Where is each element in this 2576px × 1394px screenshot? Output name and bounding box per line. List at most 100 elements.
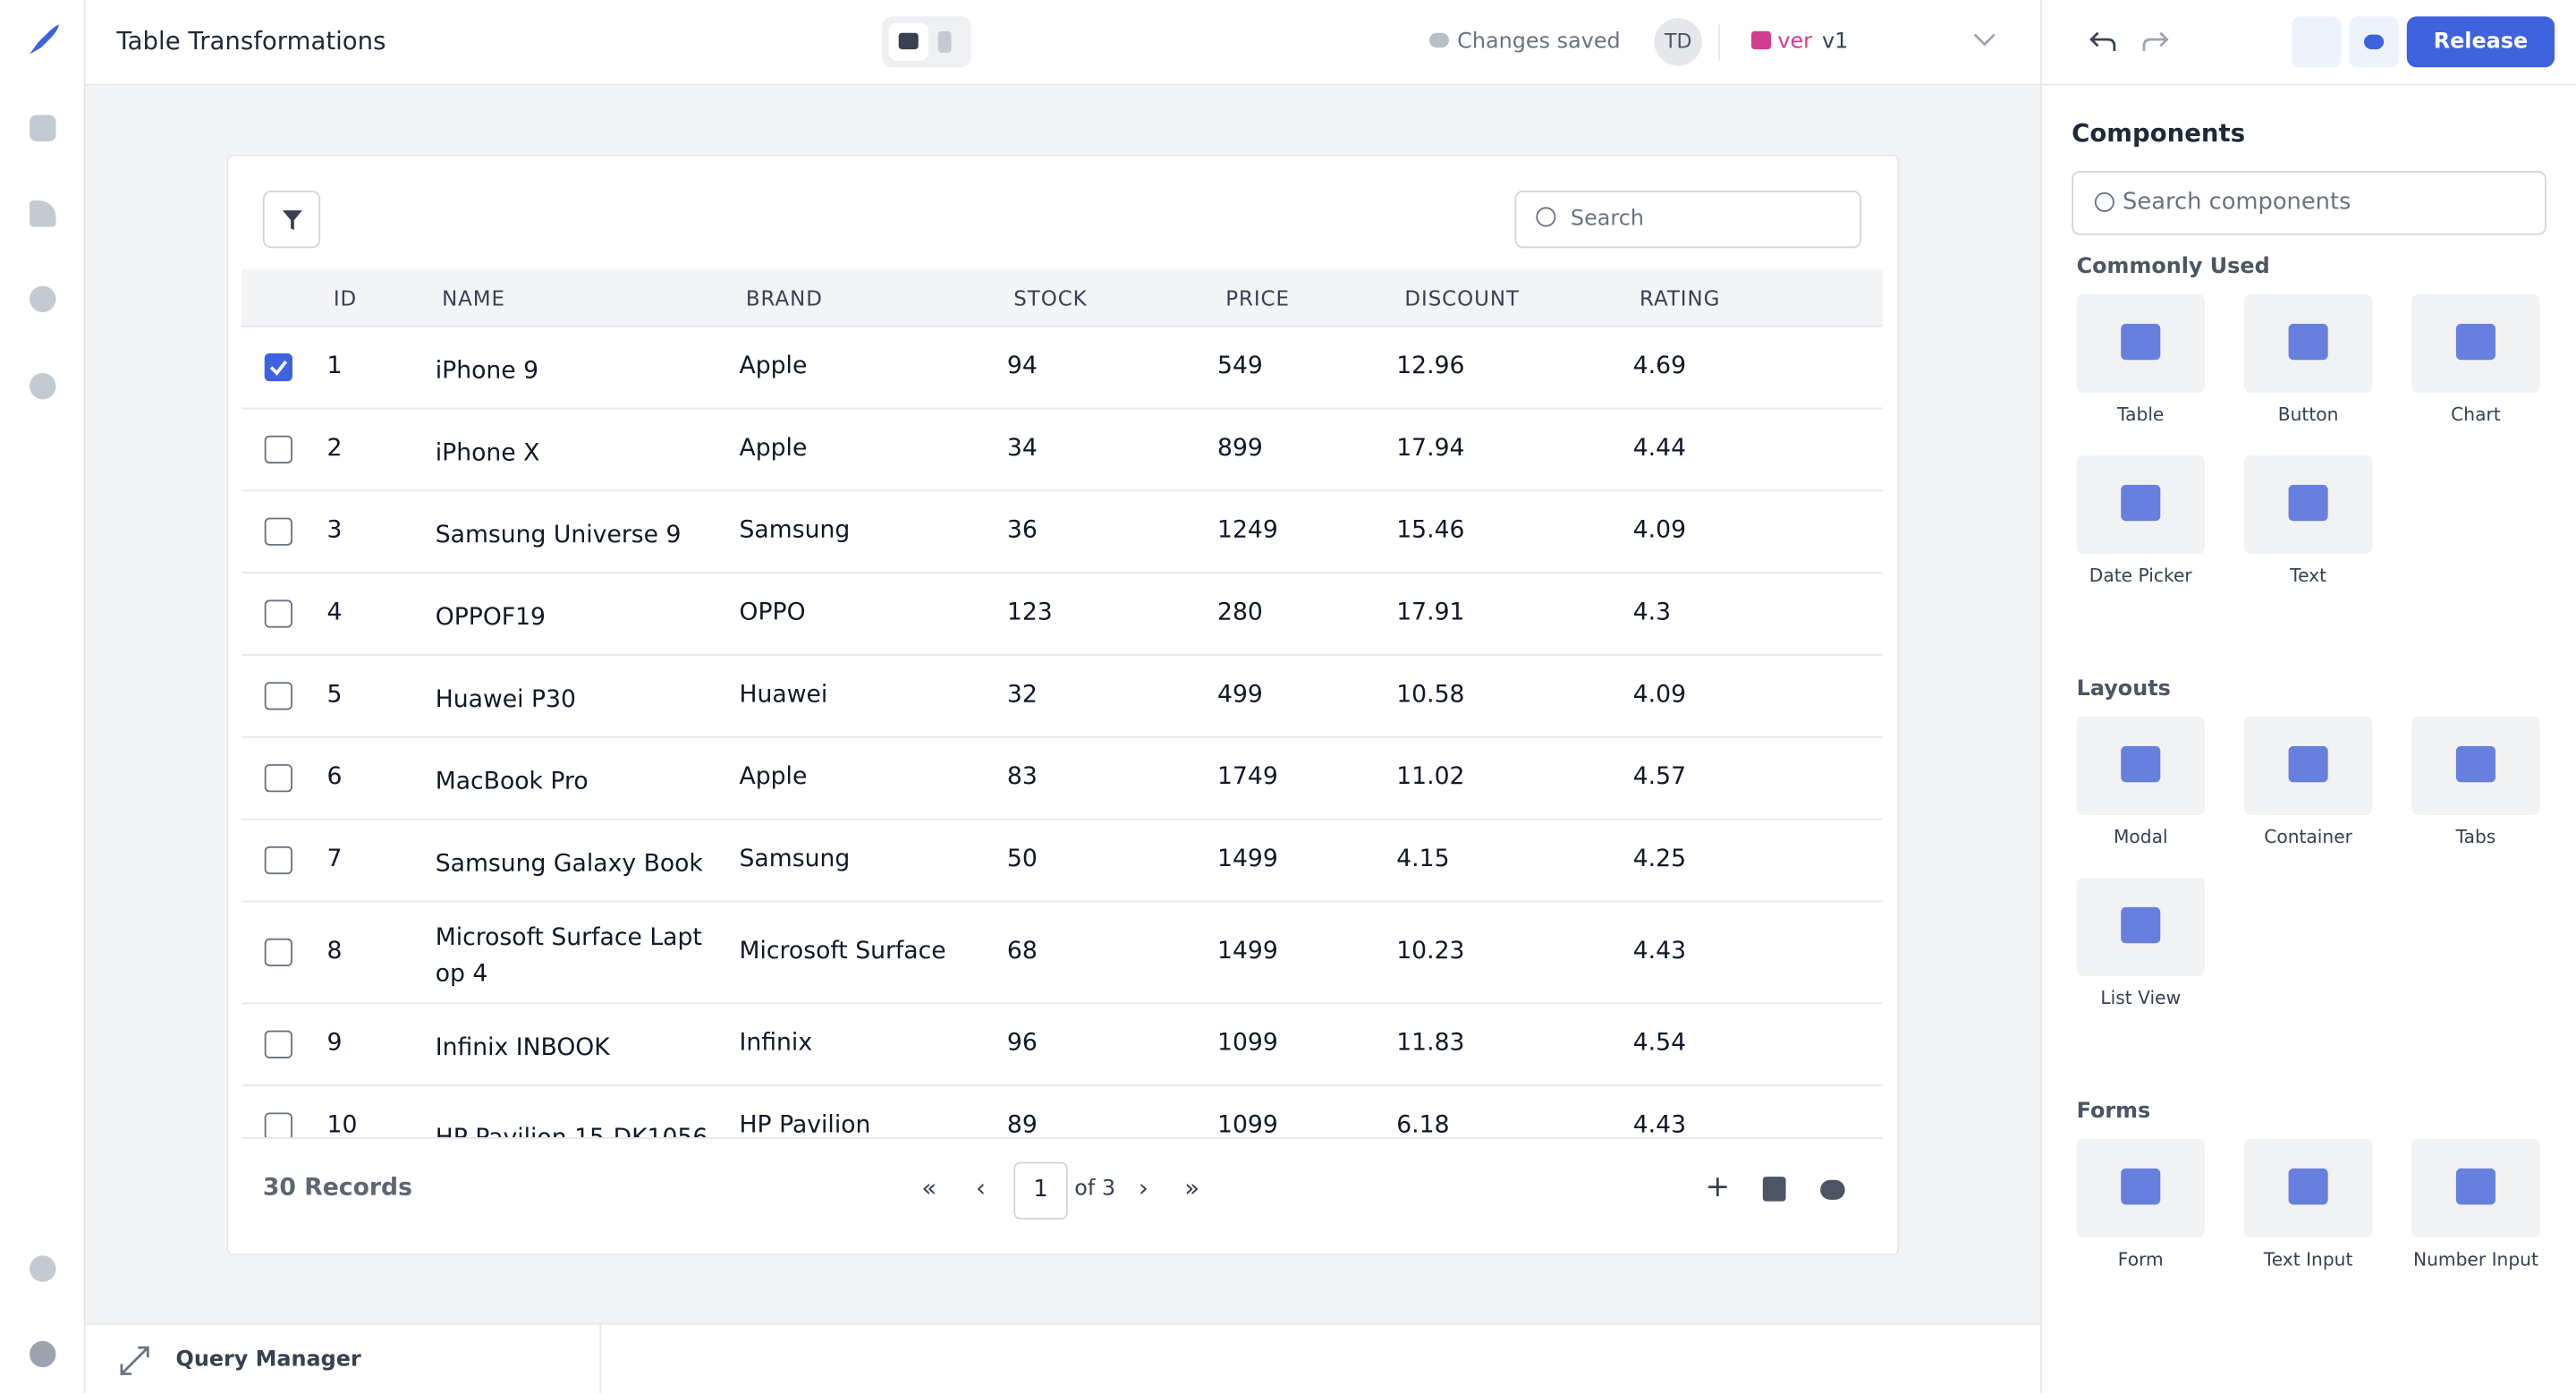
expand-icon[interactable]	[120, 1346, 149, 1375]
row-checkbox[interactable]	[264, 764, 292, 793]
avatar[interactable]: TD	[1654, 18, 1702, 66]
search-placeholder: Search	[1570, 207, 1644, 232]
table-cell: 4.43	[1632, 1112, 1687, 1139]
section-title: Forms	[2076, 1099, 2151, 1125]
debug-icon[interactable]	[30, 285, 56, 312]
pages-icon[interactable]	[30, 115, 56, 141]
table-cell: 5	[326, 682, 343, 709]
component-tile[interactable]	[2076, 877, 2205, 977]
preview[interactable]	[2349, 16, 2399, 68]
components-panel: Components Search components Commonly Us…	[2040, 85, 2576, 1394]
table-row[interactable]: 2 iPhone X Apple 34 899 17.94 4.44	[242, 409, 1883, 492]
row-checkbox[interactable]	[264, 435, 292, 463]
table-cell: 17.91	[1396, 599, 1465, 626]
version[interactable]: v1	[1821, 30, 1849, 55]
table-row[interactable]: 10 HP Pavilion 15-DK1056 HP Pavilion 89 1099…	[242, 1086, 1883, 1139]
release-button[interactable]: Release	[2406, 16, 2555, 68]
undo[interactable]	[2089, 30, 2116, 53]
row-checkbox[interactable]	[264, 938, 292, 967]
device-toggle[interactable]	[882, 16, 971, 68]
component-label: List View	[2100, 987, 2182, 1009]
table-row[interactable]: 5 Huawei P30 Huawei 32 499 10.58 4.09	[242, 656, 1883, 738]
last-page[interactable]: »	[1184, 1173, 1200, 1203]
table-cell: 17.94	[1396, 435, 1465, 463]
row-checkbox[interactable]	[264, 1112, 292, 1138]
column-header: ID	[333, 285, 358, 311]
prev-page[interactable]: ‹	[976, 1173, 987, 1203]
table-cell: 2	[326, 435, 343, 463]
table-row[interactable]: 1 iPhone 9 Apple 94 549 12.96 4.69	[242, 327, 1883, 410]
component-tile[interactable]	[2243, 1138, 2373, 1238]
table-cell: 8	[326, 938, 343, 965]
component-tile[interactable]	[2411, 1138, 2540, 1238]
table-cell: 4.09	[1632, 517, 1687, 544]
row-checkbox[interactable]	[264, 353, 292, 382]
component-label: Modal	[2113, 826, 2168, 848]
component-tile[interactable]	[2076, 1138, 2205, 1238]
table-cell: 4	[326, 599, 343, 626]
inspector-icon[interactable]	[30, 200, 56, 227]
table-cell: 10.23	[1396, 938, 1465, 965]
comments-icon[interactable]	[30, 1255, 56, 1282]
column-header: PRICE	[1225, 285, 1290, 311]
version-chevron[interactable]	[1973, 31, 1996, 47]
table-cell: 1	[326, 353, 343, 380]
column-visibility[interactable]	[1820, 1179, 1845, 1200]
table-search[interactable]: Search	[1514, 191, 1862, 249]
first-page[interactable]: «	[921, 1173, 937, 1203]
table-cell: 4.25	[1632, 846, 1687, 873]
table-cell: Apple	[739, 764, 808, 791]
table-cell: 3	[326, 517, 343, 544]
row-checkbox[interactable]	[264, 1030, 292, 1058]
row-checkbox[interactable]	[264, 846, 292, 875]
table-cell: 4.54	[1632, 1030, 1687, 1058]
component-tile[interactable]	[2243, 293, 2373, 393]
component-search[interactable]: Search components	[2072, 171, 2546, 235]
row-checkbox[interactable]	[264, 682, 292, 710]
table-cell: Huawei	[739, 682, 828, 709]
table-row[interactable]: 3 Samsung Universe 9 Samsung 36 1249 15.46 4.0…	[242, 491, 1883, 574]
table-row[interactable]: 7 Samsung Galaxy Book Samsung 50 1499 4.15 4.2…	[242, 820, 1883, 903]
next-page[interactable]: ›	[1138, 1173, 1148, 1203]
share[interactable]	[2292, 16, 2342, 68]
table-cell: 1099	[1217, 1030, 1278, 1058]
table-cell: 12.96	[1396, 353, 1465, 380]
page-input[interactable]: 1	[1013, 1161, 1068, 1220]
table-cell: 1499	[1217, 938, 1278, 965]
component-tile[interactable]	[2243, 455, 2373, 554]
settings-icon[interactable]	[30, 372, 56, 400]
component-search-placeholder: Search components	[2123, 189, 2351, 216]
table-cell: Samsung	[739, 517, 851, 544]
table-cell: 11.83	[1396, 1030, 1465, 1058]
download[interactable]	[1762, 1177, 1786, 1202]
column-header: RATING	[1640, 285, 1721, 311]
table-cell: HP Pavilion	[739, 1112, 871, 1139]
component-tile[interactable]	[2076, 455, 2205, 554]
table-row[interactable]: 9 Infinix INBOOK Infinix 96 1099 11.83 4.54	[242, 1004, 1883, 1087]
component-label: Date Picker	[2089, 565, 2192, 587]
table-row[interactable]: 6 MacBook Pro Apple 83 1749 11.02 4.57	[242, 738, 1883, 820]
component-tile[interactable]	[2076, 716, 2205, 816]
page-of: of 3	[1074, 1177, 1116, 1202]
table-body: 1 iPhone 9 Apple 94 549 12.96 4.69 2 iPhone X App…	[242, 327, 1883, 1139]
row-checkbox[interactable]	[264, 599, 292, 628]
add-row[interactable]: +	[1705, 1169, 1731, 1205]
column-header: NAME	[442, 285, 505, 311]
table-cell: 10	[326, 1112, 358, 1139]
component-tile[interactable]	[2076, 293, 2205, 393]
component-label: Container	[2264, 826, 2352, 848]
table-cell: 1249	[1217, 517, 1278, 544]
component-tile[interactable]	[2411, 293, 2540, 393]
table-row[interactable]: 4 OPPOF19 OPPO 123 280 17.91 4.3	[242, 574, 1883, 656]
theme-icon[interactable]	[30, 1340, 56, 1368]
row-checkbox[interactable]	[264, 517, 292, 546]
filter-button[interactable]	[262, 191, 321, 249]
table-cell: Apple	[739, 353, 808, 380]
table-cell: 6	[326, 764, 343, 791]
table-row[interactable]: 8 Microsoft Surface Laptop 4 Microsoft Sur…	[242, 902, 1883, 1005]
component-tile[interactable]	[2411, 716, 2540, 816]
redo[interactable]	[2142, 30, 2169, 53]
component-tile[interactable]	[2243, 716, 2373, 816]
query-manager[interactable]: Query Manager	[175, 1347, 361, 1373]
component-label: Table	[2117, 404, 2165, 426]
